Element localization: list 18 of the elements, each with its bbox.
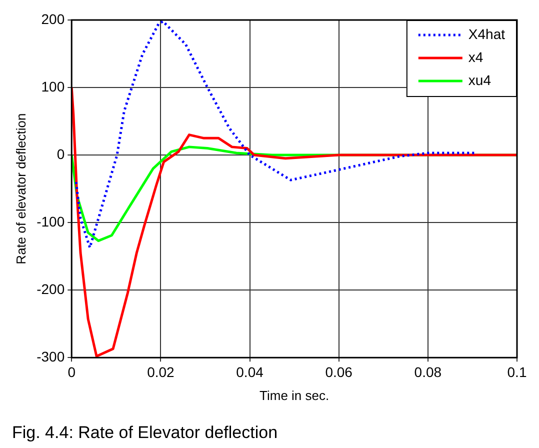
x-tick-label: 0 xyxy=(68,364,76,380)
legend-label: x4 xyxy=(468,48,484,65)
x-tick-label: 0.08 xyxy=(414,364,442,380)
x-tick-label: 0.02 xyxy=(147,364,175,380)
x-tick-label: 0.04 xyxy=(236,364,264,380)
legend-label: xu4 xyxy=(468,72,492,88)
x-axis-title: Time in sec. xyxy=(260,388,330,403)
y-tick-label: -100 xyxy=(36,213,65,230)
x-tick-label: 0.1 xyxy=(507,364,527,380)
y-axis-title: Rate of elevator deflection xyxy=(13,113,28,264)
y-tick-label: -200 xyxy=(36,280,65,297)
y-tick-label: 100 xyxy=(41,78,65,94)
y-tick-label: -300 xyxy=(36,348,65,364)
legend-label: X4hat xyxy=(468,26,506,42)
caption: Fig. 4.4: Rate of Elevator deflection xyxy=(12,423,278,442)
y-tick-label: 0 xyxy=(56,146,65,162)
x-tick-label: 0.06 xyxy=(325,364,353,380)
y-tick-label: 200 xyxy=(41,10,65,27)
